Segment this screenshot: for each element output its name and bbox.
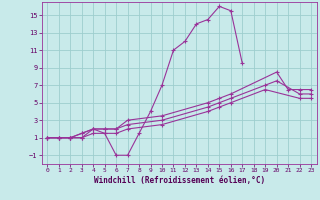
X-axis label: Windchill (Refroidissement éolien,°C): Windchill (Refroidissement éolien,°C) <box>94 176 265 185</box>
